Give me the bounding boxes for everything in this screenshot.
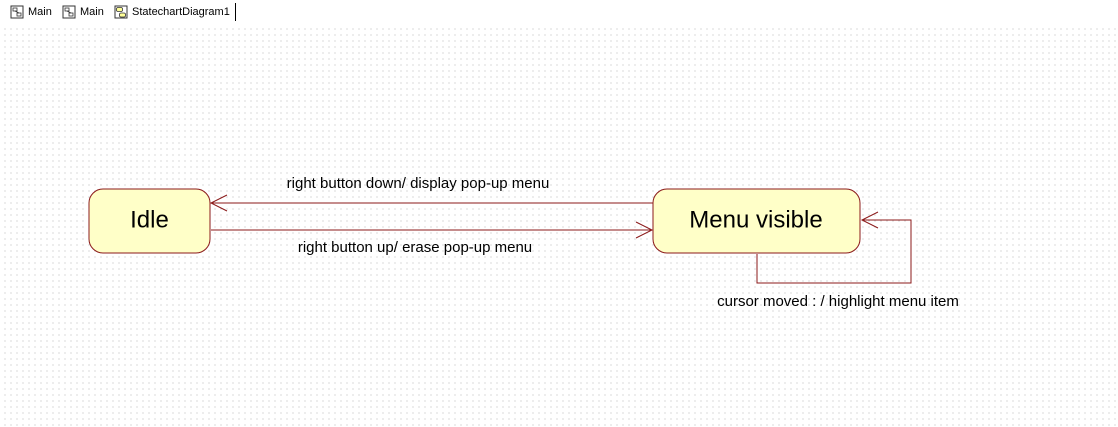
transition-label: right button down/ display pop-up menu (287, 175, 550, 192)
tab-label: Main (80, 6, 104, 18)
statechart-diagram-icon (114, 5, 128, 19)
class-diagram-icon (10, 5, 24, 19)
arrowhead (860, 211, 879, 229)
transition-label: right button up/ erase pop-up menu (298, 239, 532, 256)
transition-cursor-moved[interactable]: cursor moved : / highlight menu item (717, 211, 959, 310)
tab-label: StatechartDiagram1 (132, 6, 230, 18)
transition-right-button-down[interactable]: right button down/ display pop-up menu (209, 175, 653, 212)
tab-statechart-diagram[interactable]: StatechartDiagram1 (114, 3, 230, 21)
state-name: Menu visible (689, 206, 822, 233)
state-name: Idle (130, 206, 169, 233)
state-idle[interactable]: Idle (88, 188, 211, 254)
transition-right-button-up[interactable]: right button up/ erase pop-up menu (211, 221, 654, 256)
tab-divider (235, 3, 236, 21)
state-menu-visible[interactable]: Menu visible (652, 188, 861, 254)
tab-label: Main (28, 6, 52, 18)
transition-label: cursor moved : / highlight menu item (717, 293, 959, 310)
arrowhead (209, 194, 228, 212)
arrowhead (635, 221, 654, 239)
tab-main-1[interactable]: Main (10, 3, 52, 21)
tab-main-2[interactable]: Main (62, 3, 104, 21)
diagram-canvas[interactable] (0, 24, 1118, 427)
class-diagram-icon (62, 5, 76, 19)
diagram-tab-bar: Main Main StatechartDiagram1 (0, 0, 1118, 25)
